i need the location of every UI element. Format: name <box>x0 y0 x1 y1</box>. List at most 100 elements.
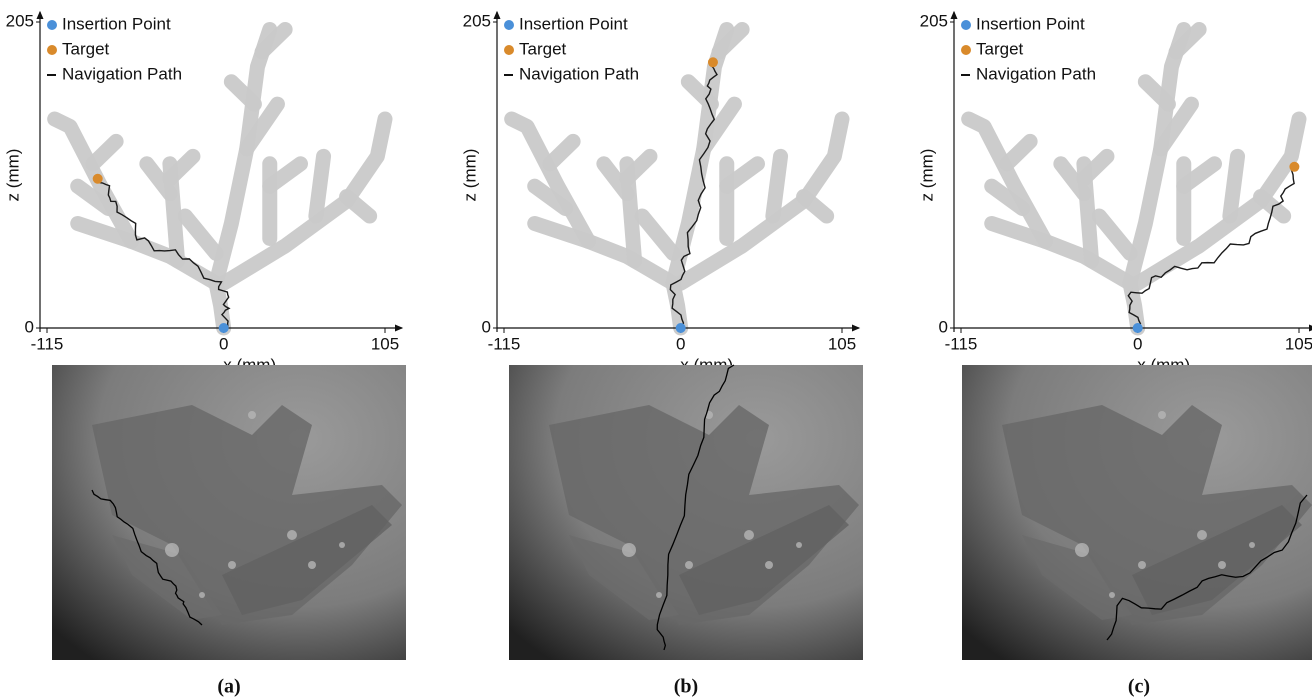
airway <box>208 21 278 291</box>
airway <box>796 189 835 224</box>
z-tick-label: 0 <box>939 317 948 336</box>
anatomy <box>1197 530 1207 540</box>
z-tick-label: 0 <box>25 317 34 336</box>
x-tick-label: 105 <box>1285 334 1312 353</box>
fluoroscopy-image <box>52 365 406 660</box>
fluoroscopy-image <box>509 364 863 660</box>
target-point <box>1289 161 1300 172</box>
target-point <box>92 173 103 184</box>
image-path <box>1106 494 1308 641</box>
x-tick-label: 105 <box>828 334 856 353</box>
anatomy <box>1075 543 1089 557</box>
airway <box>527 178 573 217</box>
airway <box>719 156 765 194</box>
airway <box>1091 208 1138 261</box>
navigation-path <box>97 178 231 329</box>
airway <box>596 156 635 202</box>
anatomy <box>222 505 392 615</box>
legend-label: Navigation Path <box>976 64 1096 83</box>
anatomy <box>287 530 297 540</box>
airway <box>984 178 1030 217</box>
anatomy <box>744 530 754 540</box>
airway <box>239 96 285 157</box>
z-tick-label: 205 <box>6 11 34 30</box>
airway <box>1053 156 1092 202</box>
airway <box>999 133 1038 172</box>
airway <box>542 133 581 172</box>
anatomy <box>685 561 693 569</box>
anatomy <box>1022 535 1132 620</box>
airway <box>70 178 116 217</box>
anatomy <box>1158 411 1166 419</box>
airway <box>1153 96 1199 157</box>
fluoroscopy-image <box>962 365 1312 660</box>
anatomy <box>165 543 179 557</box>
x-tick-label: 0 <box>1133 334 1142 353</box>
navigation-path <box>1127 166 1295 329</box>
airway <box>262 156 308 194</box>
airway <box>1168 21 1207 60</box>
airway <box>223 74 262 112</box>
anatomy <box>112 535 222 620</box>
airway <box>70 216 224 291</box>
airway <box>1122 275 1146 336</box>
z-tick-label: 205 <box>463 11 491 30</box>
anatomy <box>308 561 316 569</box>
insertion-point <box>1132 323 1143 333</box>
legend-marker <box>47 45 57 55</box>
z-axis-label: z (mm) <box>3 149 22 202</box>
x-tick-label: 105 <box>371 334 399 353</box>
airway <box>680 74 719 112</box>
airway <box>961 111 1053 249</box>
insertion-point <box>218 323 229 333</box>
legend-label: Insertion Point <box>519 14 628 33</box>
legend-label: Navigation Path <box>62 64 182 83</box>
target-point <box>707 57 718 68</box>
legend-label: Target <box>62 39 110 58</box>
airway <box>1122 21 1192 291</box>
x-tick-label: 0 <box>676 334 685 353</box>
anatomy <box>199 592 205 598</box>
caption: (a) <box>217 676 240 698</box>
caption: (c) <box>1128 676 1150 698</box>
navigation-path <box>669 61 718 329</box>
airway <box>711 21 750 60</box>
airway <box>162 148 201 187</box>
anatomy <box>679 505 849 615</box>
airway <box>665 21 735 291</box>
airway <box>984 216 1138 291</box>
legend-label: Target <box>519 39 567 58</box>
airway <box>1176 156 1222 194</box>
z-tick-label: 0 <box>482 317 491 336</box>
anatomy <box>1109 592 1115 598</box>
legend-marker <box>961 45 971 55</box>
airway <box>1253 189 1292 224</box>
airway <box>47 111 139 249</box>
z-axis-label: z (mm) <box>917 149 936 202</box>
airway <box>85 133 124 172</box>
legend-label: Insertion Point <box>62 14 171 33</box>
anatomy <box>1138 561 1146 569</box>
anatomy <box>1218 561 1226 569</box>
anatomy <box>228 561 236 569</box>
image-path <box>656 364 735 651</box>
anatomy <box>248 411 256 419</box>
airway <box>339 189 378 224</box>
anatomy <box>796 542 802 548</box>
airway <box>1137 74 1176 112</box>
airway <box>619 148 658 187</box>
legend-marker <box>504 20 514 30</box>
image-path <box>91 489 203 626</box>
airway <box>634 208 681 261</box>
legend-marker <box>47 20 57 30</box>
x-tick-label: -115 <box>488 334 521 353</box>
anatomy <box>656 592 662 598</box>
airway <box>308 148 332 224</box>
legend-label: Navigation Path <box>519 64 639 83</box>
anatomy <box>339 542 345 548</box>
legend-label: Insertion Point <box>976 14 1085 33</box>
